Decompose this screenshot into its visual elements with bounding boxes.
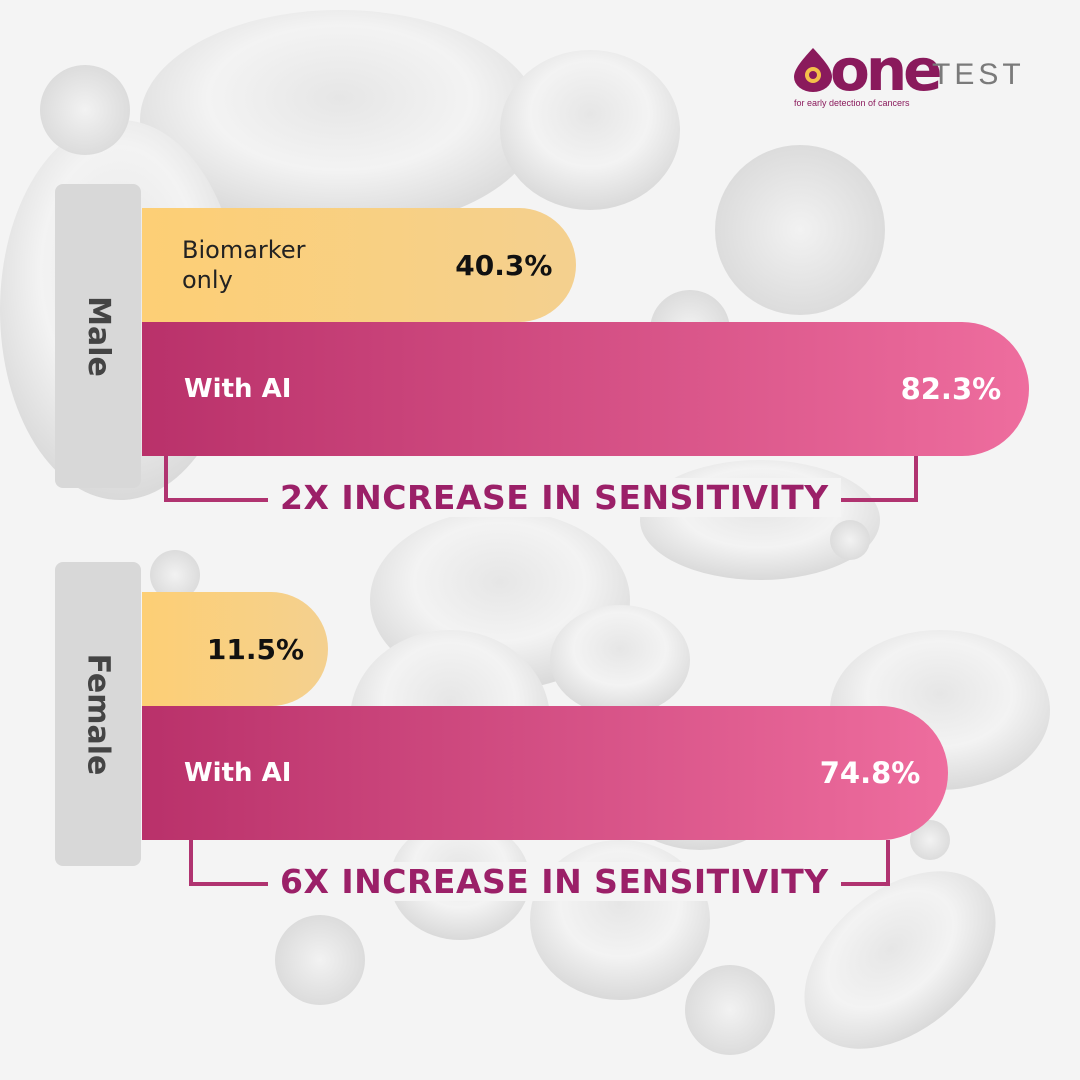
bar-female-biomarker: 11.5% [142,592,328,706]
annotation-female: 6X INCREASE IN SENSITIVITY [268,862,841,901]
bar-value-male-biomarker: 40.3% [455,248,553,282]
bar-label-female-with-ai: With AI [184,758,292,788]
annotation-male: 2X INCREASE IN SENSITIVITY [268,478,841,517]
bar-value-female-with-ai: 74.8% [819,756,921,790]
onetest-logo: one TEST for early detection of cancers [790,36,1040,114]
bar-male-with-ai: With AI 82.3% [142,322,1030,456]
logo-wordmark-one: one [830,36,943,104]
bar-female-with-ai: With AI 74.8% [142,706,949,840]
logo-tagline: for early detection of cancers [794,98,910,108]
bar-label-male-with-ai: With AI [184,374,292,404]
bar-male-biomarker: Biomarker only 40.3% [142,208,577,322]
logo-wordmark-test: TEST [932,58,1025,91]
logo-drop-icon [794,48,832,92]
group-label-male: Male [55,184,141,488]
group-label-female: Female [55,562,141,866]
bar-value-female-biomarker: 11.5% [206,632,304,666]
bar-value-male-with-ai: 82.3% [900,372,1002,406]
bar-label-male-biomarker: Biomarker only [182,236,306,294]
